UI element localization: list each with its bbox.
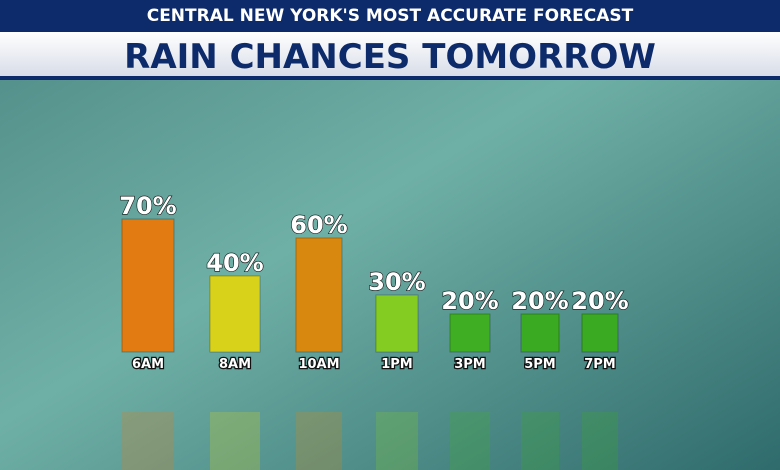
x-tick-label: 7PM (584, 357, 616, 372)
x-tick-label: 1PM (381, 357, 413, 372)
title-band (0, 32, 780, 76)
value-label: 30% (368, 268, 425, 296)
x-tick-label: 5PM (524, 357, 556, 372)
bar (209, 275, 261, 353)
bar (449, 313, 491, 353)
bar-reflection (296, 412, 342, 470)
value-label: 20% (441, 287, 498, 315)
top-banner (0, 0, 780, 32)
bar (581, 313, 619, 353)
bar (520, 313, 560, 353)
bar-reflection (450, 412, 490, 470)
tagline: CENTRAL NEW YORK'S MOST ACCURATE FORECAS… (147, 6, 634, 26)
x-tick-label: 6AM (132, 357, 164, 372)
bar-reflection (376, 412, 418, 470)
bar-reflection (582, 412, 618, 470)
value-label: 20% (511, 287, 568, 315)
bar-reflection (122, 412, 174, 470)
value-label: 60% (290, 211, 347, 239)
bar (295, 237, 343, 353)
value-label: 70% (119, 192, 176, 220)
x-tick-label: 8AM (219, 357, 251, 372)
value-label: 40% (206, 249, 263, 277)
title-rule (0, 76, 780, 80)
bar (375, 294, 419, 353)
bar (121, 218, 175, 353)
chart-title: RAIN CHANCES TOMORROW (124, 37, 656, 77)
value-label: 20% (571, 287, 628, 315)
x-tick-label: 10AM (298, 357, 339, 372)
bar-reflection (521, 412, 559, 470)
x-tick-label: 3PM (454, 357, 486, 372)
bar-reflection (210, 412, 260, 470)
